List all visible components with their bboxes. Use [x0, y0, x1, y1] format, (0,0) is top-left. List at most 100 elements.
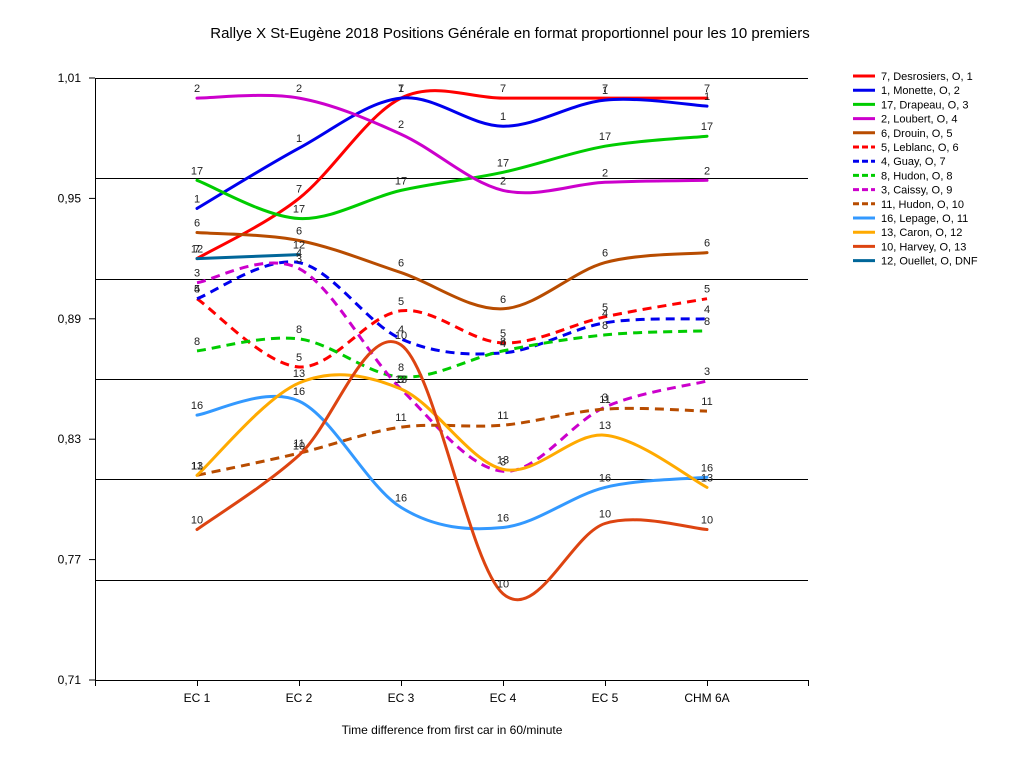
data-label-17-3: 17: [497, 157, 509, 169]
y-tick-label-3: 0,89: [58, 312, 82, 326]
data-label-17-1: 17: [293, 203, 305, 215]
series-line-16: [195, 395, 709, 531]
legend-entry-10: 10, Harvey, O, 13: [881, 241, 966, 253]
data-label-10-5: 10: [701, 515, 713, 527]
data-label-11-4: 11: [599, 394, 610, 406]
data-label-13-3: 13: [497, 454, 509, 466]
data-label-10-4: 10: [599, 508, 611, 520]
data-label-2-3: 2: [500, 175, 506, 187]
data-label-6-5: 6: [704, 238, 710, 250]
series-line-7: [195, 89, 709, 261]
legend-entry-17: 17, Drapeau, O, 3: [881, 99, 968, 111]
data-label-3-3: 3: [500, 456, 506, 468]
data-label-4-2: 4: [398, 324, 404, 336]
legend-entry-6: 6, Drouin, O, 5: [881, 128, 953, 140]
data-label-3-0: 3: [194, 268, 200, 280]
data-label-12-0: 12: [191, 244, 203, 256]
data-label-13-5: 13: [701, 472, 713, 484]
grid-lines: [95, 78, 808, 681]
data-label-6-2: 6: [398, 258, 404, 270]
y-tick-label-4: 0,95: [58, 191, 82, 205]
data-label-5-1: 5: [296, 352, 302, 364]
data-label-1-3: 1: [500, 111, 506, 123]
y-tick-label-5: 1,01: [58, 71, 82, 85]
data-label-16-2: 16: [395, 492, 407, 504]
legend: 7, Desrosiers, O, 1 1, Monette, O, 2 17, D…: [853, 71, 978, 268]
data-label-17-2: 17: [395, 175, 407, 187]
data-label-2-0: 2: [194, 83, 200, 95]
data-label-11-2: 11: [395, 412, 406, 424]
x-tick-label-4: EC 5: [592, 691, 619, 705]
data-label-2-5: 2: [704, 165, 710, 177]
y-tick-label-0: 0,71: [58, 673, 82, 687]
axes: 0,71 0,77 0,83 0,89 0,95 1,01 EC 1 EC 2 EC 3 EC 4…: [58, 71, 809, 705]
data-label-1-4: 1: [602, 85, 608, 97]
data-label-7-4: 7: [602, 83, 608, 95]
data-label-6-4: 6: [602, 248, 608, 260]
data-label-17-5: 17: [701, 121, 713, 133]
legend-entry-12: 12, Ouellet, O, DNF: [881, 256, 978, 268]
series-lines: [195, 89, 709, 602]
data-label-16-3: 16: [497, 512, 509, 524]
data-label-16-5: 16: [701, 462, 713, 474]
data-label-8-3: 8: [500, 336, 506, 348]
data-label-1-1: 1: [296, 133, 302, 145]
data-label-11-1: 11: [293, 438, 304, 450]
data-label-6-1: 6: [296, 226, 302, 238]
data-label-7-3: 7: [500, 83, 506, 95]
data-label-3-2: 3: [398, 374, 404, 386]
data-label-11-3: 11: [497, 410, 508, 422]
data-label-10-0: 10: [191, 515, 203, 527]
data-label-16-0: 16: [191, 400, 203, 412]
series-line-4: [196, 260, 708, 356]
data-label-2-1: 2: [296, 83, 302, 95]
data-label-16-4: 16: [599, 472, 611, 484]
data-label-10-1: 10: [293, 440, 305, 452]
data-label-7-5: 7: [704, 83, 710, 95]
legend-entry-7: 7, Desrosiers, O, 1: [881, 71, 973, 83]
data-label-13-4: 13: [599, 420, 611, 432]
data-label-8-2: 8: [398, 362, 404, 374]
series-line-5: [196, 297, 708, 369]
data-label-1-5: 1: [704, 91, 710, 103]
data-label-12-1: 12: [293, 240, 305, 252]
legend-entry-11: 11, Hudon, O, 10: [881, 199, 964, 211]
data-label-10-3: 10: [497, 579, 509, 591]
data-label-11-0: 11: [191, 460, 202, 472]
data-label-11-5: 11: [701, 396, 712, 408]
legend-entry-1: 1, Monette, O, 2: [881, 85, 960, 97]
data-label-4-0: 4: [194, 284, 200, 296]
y-tick-label-1: 0,77: [58, 553, 82, 567]
data-label-8-1: 8: [296, 324, 302, 336]
data-label-17-4: 17: [599, 131, 611, 143]
data-label-1-2: 1: [398, 83, 404, 95]
legend-entry-5: 5, Leblanc, O, 6: [881, 142, 959, 154]
series-line-3: [196, 261, 708, 473]
legend-entry-16: 16, Lepage, O, 11: [881, 213, 968, 225]
data-label-6-0: 6: [194, 218, 200, 230]
legend-entry-3: 3, Caissy, O, 9: [881, 185, 952, 197]
x-tick-label-2: EC 3: [388, 691, 415, 705]
data-label-2-2: 2: [398, 119, 404, 131]
data-label-3-1: 3: [296, 254, 302, 266]
data-label-16-1: 16: [293, 386, 305, 398]
data-label-5-2: 5: [398, 296, 404, 308]
series-line-10: [195, 340, 709, 602]
data-label-5-0: 5: [194, 284, 200, 296]
data-label-13-2: 13: [395, 374, 407, 386]
x-tick-label-0: EC 1: [184, 691, 211, 705]
data-label-2-4: 2: [602, 167, 608, 179]
data-label-5-3: 5: [500, 328, 506, 340]
series-line-11: [196, 406, 708, 477]
legend-entry-13: 13, Caron, O, 12: [881, 227, 962, 239]
data-label-4-3: 4: [500, 338, 506, 350]
data-label-8-4: 8: [602, 320, 608, 332]
data-label-7-0: 7: [194, 244, 200, 256]
chart-title: Rallye X St-Eugène 2018 Positions Généra…: [210, 25, 810, 42]
x-axis-label: Time difference from first car in 60/min…: [342, 723, 563, 737]
series-line-8: [196, 329, 708, 379]
x-tick-label-1: EC 2: [286, 691, 313, 705]
legend-entry-4: 4, Guay, O, 7: [881, 156, 946, 168]
data-label-6-3: 6: [500, 294, 506, 306]
